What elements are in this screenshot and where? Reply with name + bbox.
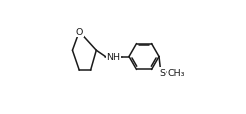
Text: O: O (76, 28, 83, 37)
Text: NH: NH (106, 53, 120, 61)
Text: CH₃: CH₃ (168, 68, 185, 77)
Text: S: S (159, 68, 165, 77)
